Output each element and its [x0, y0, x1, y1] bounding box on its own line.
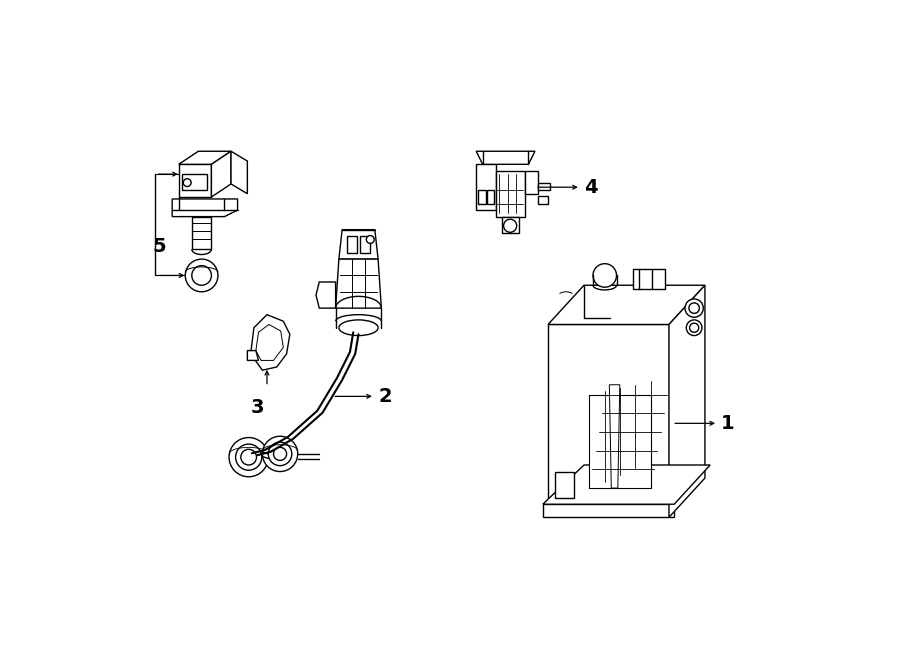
- Polygon shape: [669, 285, 705, 504]
- Circle shape: [192, 265, 211, 285]
- Polygon shape: [590, 395, 651, 488]
- Bar: [478, 191, 486, 203]
- Circle shape: [184, 179, 191, 187]
- Polygon shape: [496, 171, 526, 216]
- Circle shape: [688, 303, 699, 313]
- Polygon shape: [502, 216, 518, 233]
- Polygon shape: [316, 282, 336, 308]
- Polygon shape: [476, 164, 496, 210]
- Polygon shape: [212, 151, 231, 197]
- Polygon shape: [192, 216, 211, 250]
- Circle shape: [366, 236, 374, 244]
- Circle shape: [236, 444, 262, 470]
- Polygon shape: [336, 259, 382, 308]
- Polygon shape: [526, 171, 538, 194]
- Bar: [633, 269, 665, 289]
- Polygon shape: [179, 151, 231, 164]
- Circle shape: [504, 219, 517, 232]
- Polygon shape: [476, 151, 535, 164]
- Polygon shape: [543, 465, 710, 504]
- Bar: [487, 191, 494, 203]
- Bar: [346, 236, 356, 253]
- Polygon shape: [609, 385, 620, 488]
- Polygon shape: [339, 230, 378, 259]
- Circle shape: [268, 442, 292, 465]
- Bar: [538, 196, 548, 203]
- Circle shape: [593, 263, 616, 287]
- Polygon shape: [256, 324, 284, 360]
- Text: 4: 4: [584, 177, 598, 197]
- Text: 5: 5: [152, 236, 166, 256]
- Polygon shape: [250, 314, 290, 370]
- Circle shape: [685, 299, 703, 317]
- Text: 1: 1: [721, 414, 735, 433]
- Bar: [543, 504, 674, 517]
- Circle shape: [687, 320, 702, 336]
- Bar: [360, 236, 370, 253]
- Circle shape: [263, 436, 298, 471]
- Circle shape: [274, 448, 286, 461]
- Polygon shape: [172, 199, 238, 216]
- Polygon shape: [248, 351, 258, 360]
- Circle shape: [689, 323, 698, 332]
- Text: 2: 2: [378, 387, 392, 406]
- Circle shape: [185, 259, 218, 292]
- Circle shape: [241, 449, 256, 465]
- Text: 3: 3: [250, 398, 264, 416]
- Polygon shape: [231, 151, 248, 194]
- Circle shape: [230, 438, 268, 477]
- Polygon shape: [179, 164, 212, 197]
- Bar: [554, 471, 574, 498]
- Bar: [548, 324, 669, 504]
- Bar: [182, 174, 207, 191]
- Bar: [538, 183, 550, 191]
- Polygon shape: [669, 465, 705, 517]
- Polygon shape: [548, 285, 705, 324]
